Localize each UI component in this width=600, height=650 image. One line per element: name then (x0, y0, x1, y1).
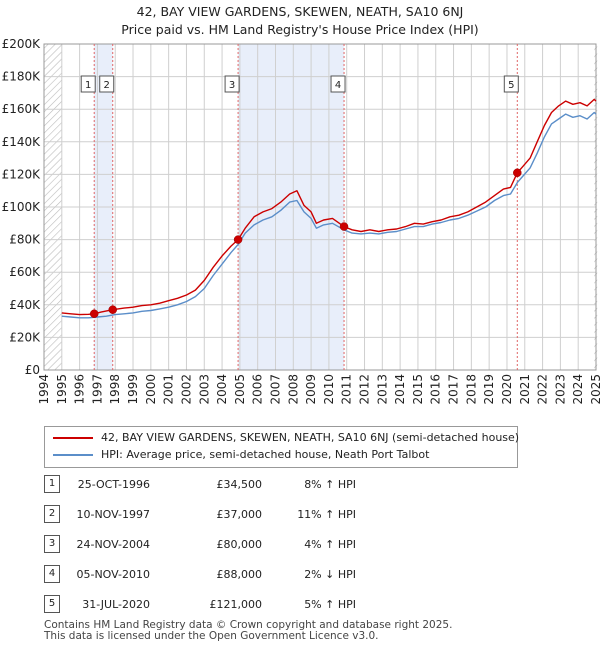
sale-marker-box (224, 75, 240, 93)
y-tick-label: £100K (2, 200, 42, 214)
sale-date: 10-NOV-1997 (76, 508, 150, 521)
x-tick-label: 2023 (553, 374, 567, 405)
sale-point (233, 235, 243, 244)
x-tick-label: 2003 (197, 374, 211, 405)
x-tick-label: 2018 (464, 374, 478, 405)
x-tick-label: 2000 (144, 374, 158, 405)
x-tick-label: 2001 (162, 374, 176, 405)
sale-date: 25-OCT-1996 (77, 478, 150, 491)
sale-row: 4 05-NOV-2010 £88,000 2% ↓ HPI (44, 565, 564, 583)
sale-number: 1 (44, 475, 60, 493)
sale-hpi-change: 4% ↑ HPI (304, 538, 356, 551)
sale-point (108, 305, 117, 314)
x-tick-label: 2022 (536, 374, 550, 405)
sale-row: 5 31-JUL-2020 £121,000 5% ↑ HPI (44, 595, 564, 613)
sale-number: 4 (44, 565, 60, 583)
sale-hpi-change: 8% ↑ HPI (304, 478, 356, 491)
footer-copyright: Contains HM Land Registry data © Crown c… (44, 619, 453, 631)
footer-licence: This data is licensed under the Open Gov… (44, 630, 379, 642)
sale-point (89, 309, 99, 319)
sale-row: 1 25-OCT-1996 £34,500 8% ↑ HPI (44, 475, 564, 493)
price-chart: £0 £20K £40K £60K £80K £100K £120K £140K £160K £1… (2, 37, 600, 405)
y-tick-label: £140K (2, 135, 42, 149)
x-tick-label: 2002 (179, 374, 193, 405)
sale-marker-box (330, 75, 346, 93)
x-tick-label: 2014 (393, 374, 407, 405)
x-tick-label: 1999 (126, 374, 140, 405)
hpi-line (61, 111, 597, 319)
legend: 42, BAY VIEW GARDENS, SKEWEN, NEATH, SA1… (44, 426, 520, 468)
x-tick-label: 2010 (322, 374, 336, 405)
legend-swatch-hpi (53, 454, 93, 456)
sale-date: 05-NOV-2010 (76, 568, 150, 581)
footer: Contains HM Land Registry data © Crown c… (44, 620, 452, 642)
x-tick-label: 2007 (268, 374, 282, 405)
sale-price: £37,000 (216, 508, 263, 521)
sale-hpi-change: 5% ↑ HPI (304, 598, 356, 611)
sale-price: £80,000 (216, 538, 263, 551)
sale-point (339, 222, 349, 231)
x-tick-label: 2013 (375, 374, 389, 405)
y-tick-label: £40K (9, 298, 41, 312)
y-tick-label: £160K (2, 102, 42, 116)
sale-hpi-change: 11% ↑ HPI (297, 508, 356, 521)
x-tick-label: 2024 (571, 374, 585, 405)
x-tick-label: 2021 (518, 374, 532, 405)
x-tick-label: 1998 (108, 374, 122, 405)
sale-hpi-change: 2% ↓ HPI (304, 568, 356, 581)
x-tick-label: 2017 (447, 374, 461, 405)
sale-price: £34,500 (216, 478, 263, 491)
sale-row: 2 10-NOV-1997 £37,000 11% ↑ HPI (44, 505, 564, 523)
sale-number: 5 (44, 595, 60, 613)
x-tick-label: 1996 (73, 374, 87, 405)
sale-marker-label: 4 (335, 80, 341, 91)
y-tick-label: £0 (25, 363, 40, 377)
x-tick-label: 2004 (215, 374, 229, 405)
y-tick-label: £80K (9, 233, 41, 247)
sale-number: 3 (44, 535, 60, 553)
sale-date: 24-NOV-2004 (76, 538, 150, 551)
chart-subtitle: Price paid vs. HM Land Registry's House … (121, 22, 479, 37)
y-tick-label: £200K (2, 37, 42, 51)
x-tick-label: 2009 (304, 374, 318, 405)
legend-swatch-price (53, 437, 93, 439)
y-tick-label: £60K (9, 265, 41, 279)
x-tick-label: 2006 (251, 374, 265, 405)
sale-date: 31-JUL-2020 (82, 598, 150, 611)
legend-label-hpi: HPI: Average price, semi-detached house,… (101, 448, 430, 461)
x-tick-label: 2025 (589, 374, 600, 405)
x-tick-label: 2019 (482, 374, 496, 405)
sale-marker-label: 3 (229, 80, 235, 91)
x-tick-label: 2012 (358, 374, 372, 405)
sale-row: 3 24-NOV-2004 £80,000 4% ↑ HPI (44, 535, 564, 553)
y-tick-label: £20K (9, 330, 41, 344)
x-tick-label: 2005 (233, 374, 247, 405)
sale-point (513, 168, 522, 178)
sale-marker-box (503, 75, 519, 93)
sale-price: £88,000 (216, 568, 263, 581)
x-tick-label: 2016 (429, 374, 443, 405)
x-tick-label: 1995 (55, 374, 69, 405)
price-paid-line (61, 98, 597, 316)
sale-marker-box (80, 75, 96, 93)
x-tick-label: 2008 (286, 374, 300, 405)
x-tick-label: 2011 (340, 374, 354, 405)
legend-label-price: 42, BAY VIEW GARDENS, SKEWEN, NEATH, SA1… (101, 431, 520, 444)
sale-number: 2 (44, 505, 60, 523)
sale-marker-label: 2 (104, 80, 110, 91)
x-tick-label: 2015 (411, 374, 425, 405)
sale-marker-box (99, 75, 115, 93)
chart-title: 42, BAY VIEW GARDENS, SKEWEN, NEATH, SA1… (136, 4, 464, 19)
x-tick-label: 2020 (500, 374, 514, 405)
x-tick-label: 1997 (90, 374, 104, 405)
sale-marker-label: 5 (508, 80, 514, 91)
sale-marker-label: 1 (85, 80, 91, 91)
x-tick-label: 1994 (37, 374, 51, 405)
sale-price: £121,000 (209, 598, 263, 611)
plot-border (43, 43, 597, 371)
y-tick-label: £180K (2, 70, 42, 84)
y-tick-label: £120K (2, 167, 42, 181)
